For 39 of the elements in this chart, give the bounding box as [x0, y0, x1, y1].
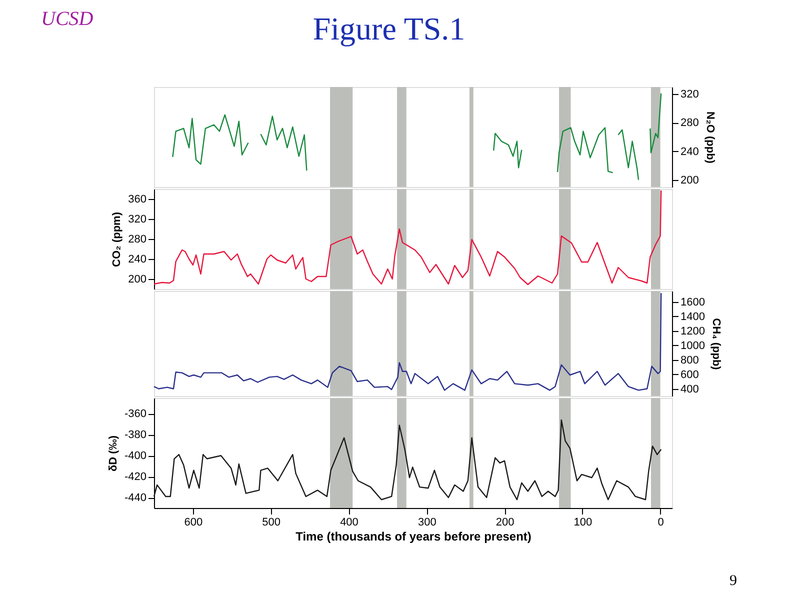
y-tick-label: 240: [128, 254, 146, 266]
y-tick-label: 200: [128, 274, 146, 286]
text: 9: [730, 573, 737, 589]
y-tick-label: 240: [680, 146, 699, 158]
y-tick-label: 1600: [680, 296, 705, 308]
y-tick-label: 1000: [680, 340, 705, 352]
x-tick-label: 100: [574, 516, 592, 528]
text: UCSD: [41, 8, 94, 30]
y-tick-label: -440: [124, 492, 146, 504]
y-tick-label: 600: [680, 368, 699, 381]
y-axis-title: N₂O (ppb): [704, 112, 716, 164]
x-tick-label: 500: [262, 516, 281, 528]
y-tick-label: -420: [124, 471, 146, 484]
y-tick-label: -380: [124, 429, 146, 442]
x-tick-label: 300: [418, 516, 436, 528]
y-axis-title: CH₄ (ppb): [710, 318, 722, 370]
y-tick-label: -400: [124, 450, 146, 462]
x-tick-label: 200: [496, 516, 514, 528]
y-tick-label: 200: [680, 174, 699, 186]
y-tick-label: 320: [680, 88, 699, 101]
y-tick-label: 1400: [680, 310, 705, 323]
y-tick-label: 320: [128, 214, 146, 226]
line-series: [153, 292, 662, 391]
chart-title: Figure TS.1: [312, 10, 466, 46]
x-tick-label: 600: [184, 516, 203, 528]
y-axis-title: δD (‰): [107, 435, 120, 472]
y-tick-label: 800: [680, 354, 699, 366]
y-tick-label: 400: [680, 383, 699, 396]
line-series: [153, 190, 662, 286]
x-tick-label: 0: [658, 516, 664, 528]
y-tick-label: 1200: [680, 325, 705, 338]
y-tick-label: 360: [128, 194, 146, 206]
x-tick-label: 400: [340, 516, 358, 528]
line-series: [153, 419, 662, 500]
y-tick-label: 280: [680, 117, 699, 130]
y-tick-label: 280: [128, 234, 146, 246]
y-axis-title: CO₂ (ppm): [111, 212, 124, 267]
y-tick-label: -360: [124, 408, 146, 420]
x-axis-title: Time (thousands of years before present): [296, 530, 532, 544]
